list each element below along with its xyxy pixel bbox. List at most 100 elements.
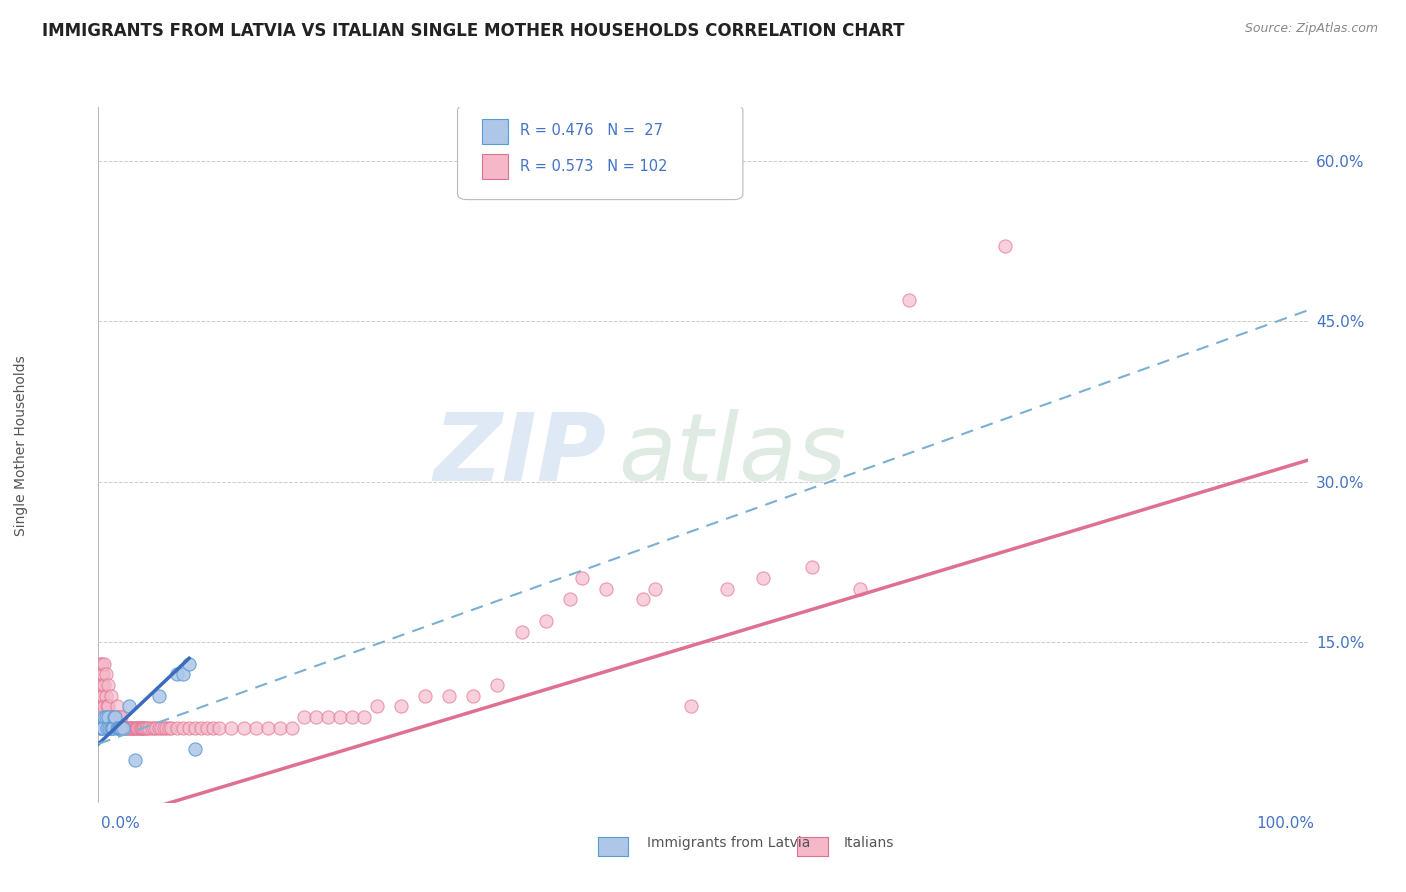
Point [129,721,152,735]
Point [121,721,143,735]
Point [160,721,183,735]
Point [98,710,121,724]
Point [135,721,157,735]
Point [90,667,112,681]
Point [510,624,533,639]
Point [110,710,132,724]
Point [91,678,114,692]
Point [91,721,114,735]
Point [100,710,122,724]
Point [105,710,128,724]
Point [101,721,124,735]
Point [105,721,128,735]
Point [120,721,142,735]
Point [89,657,111,671]
Text: Single Mother Households: Single Mother Households [14,356,28,536]
Point [148,721,170,735]
Point [97,678,120,692]
Text: R = 0.573   N = 102: R = 0.573 N = 102 [520,159,668,174]
Point [101,710,124,724]
Point [90,689,112,703]
Point [103,710,125,724]
Point [118,721,141,735]
Point [103,710,125,724]
Point [994,239,1017,253]
Point [256,721,278,735]
Point [679,699,702,714]
Point [716,582,738,596]
Point [353,710,375,724]
Point [179,657,201,671]
Point [118,721,141,735]
Point [97,699,120,714]
Point [91,689,114,703]
Point [292,710,315,724]
Point [202,721,225,735]
Point [111,721,134,735]
Point [110,721,132,735]
Point [117,721,139,735]
Point [112,721,135,735]
Point [389,699,412,714]
Point [135,721,157,735]
Point [108,721,131,735]
Point [179,721,201,735]
Point [145,721,167,735]
Point [93,699,115,714]
Point [93,710,115,724]
Point [558,592,581,607]
Point [125,721,148,735]
Point [94,710,117,724]
Point [752,571,775,585]
FancyBboxPatch shape [457,105,742,200]
Point [342,710,364,724]
Point [89,678,111,692]
Point [138,721,160,735]
Point [122,721,145,735]
Point [232,721,254,735]
Point [134,721,156,735]
Point [124,753,146,767]
Text: 100.0%: 100.0% [1257,816,1315,831]
Point [463,689,485,703]
Point [849,582,872,596]
Point [141,721,163,735]
Point [96,710,118,724]
Point [800,560,823,574]
Point [108,710,131,724]
Point [114,721,136,735]
Point [305,710,328,724]
Point [96,699,118,714]
Point [91,721,114,735]
Point [150,721,173,735]
Point [127,721,149,735]
Point [366,699,388,714]
Text: ZIP: ZIP [433,409,606,501]
Point [104,710,127,724]
Point [100,689,122,703]
Point [208,721,231,735]
Point [108,721,131,735]
Point [91,699,114,714]
Point [195,721,218,735]
Point [93,657,115,671]
Point [108,721,131,735]
Point [152,721,174,735]
Point [143,721,166,735]
Point [245,721,267,735]
Point [172,721,194,735]
Point [105,699,128,714]
Point [107,721,129,735]
Bar [482,119,509,144]
Text: Immigrants from Latvia: Immigrants from Latvia [647,836,810,850]
Point [221,721,243,735]
Point [97,710,120,724]
Point [571,571,593,585]
Point [94,689,117,703]
Point [131,721,153,735]
Point [111,721,134,735]
Text: IMMIGRANTS FROM LATVIA VS ITALIAN SINGLE MOTHER HOUSEHOLDS CORRELATION CHART: IMMIGRANTS FROM LATVIA VS ITALIAN SINGLE… [42,22,904,40]
Point [98,721,121,735]
Point [100,721,122,735]
Point [100,721,122,735]
